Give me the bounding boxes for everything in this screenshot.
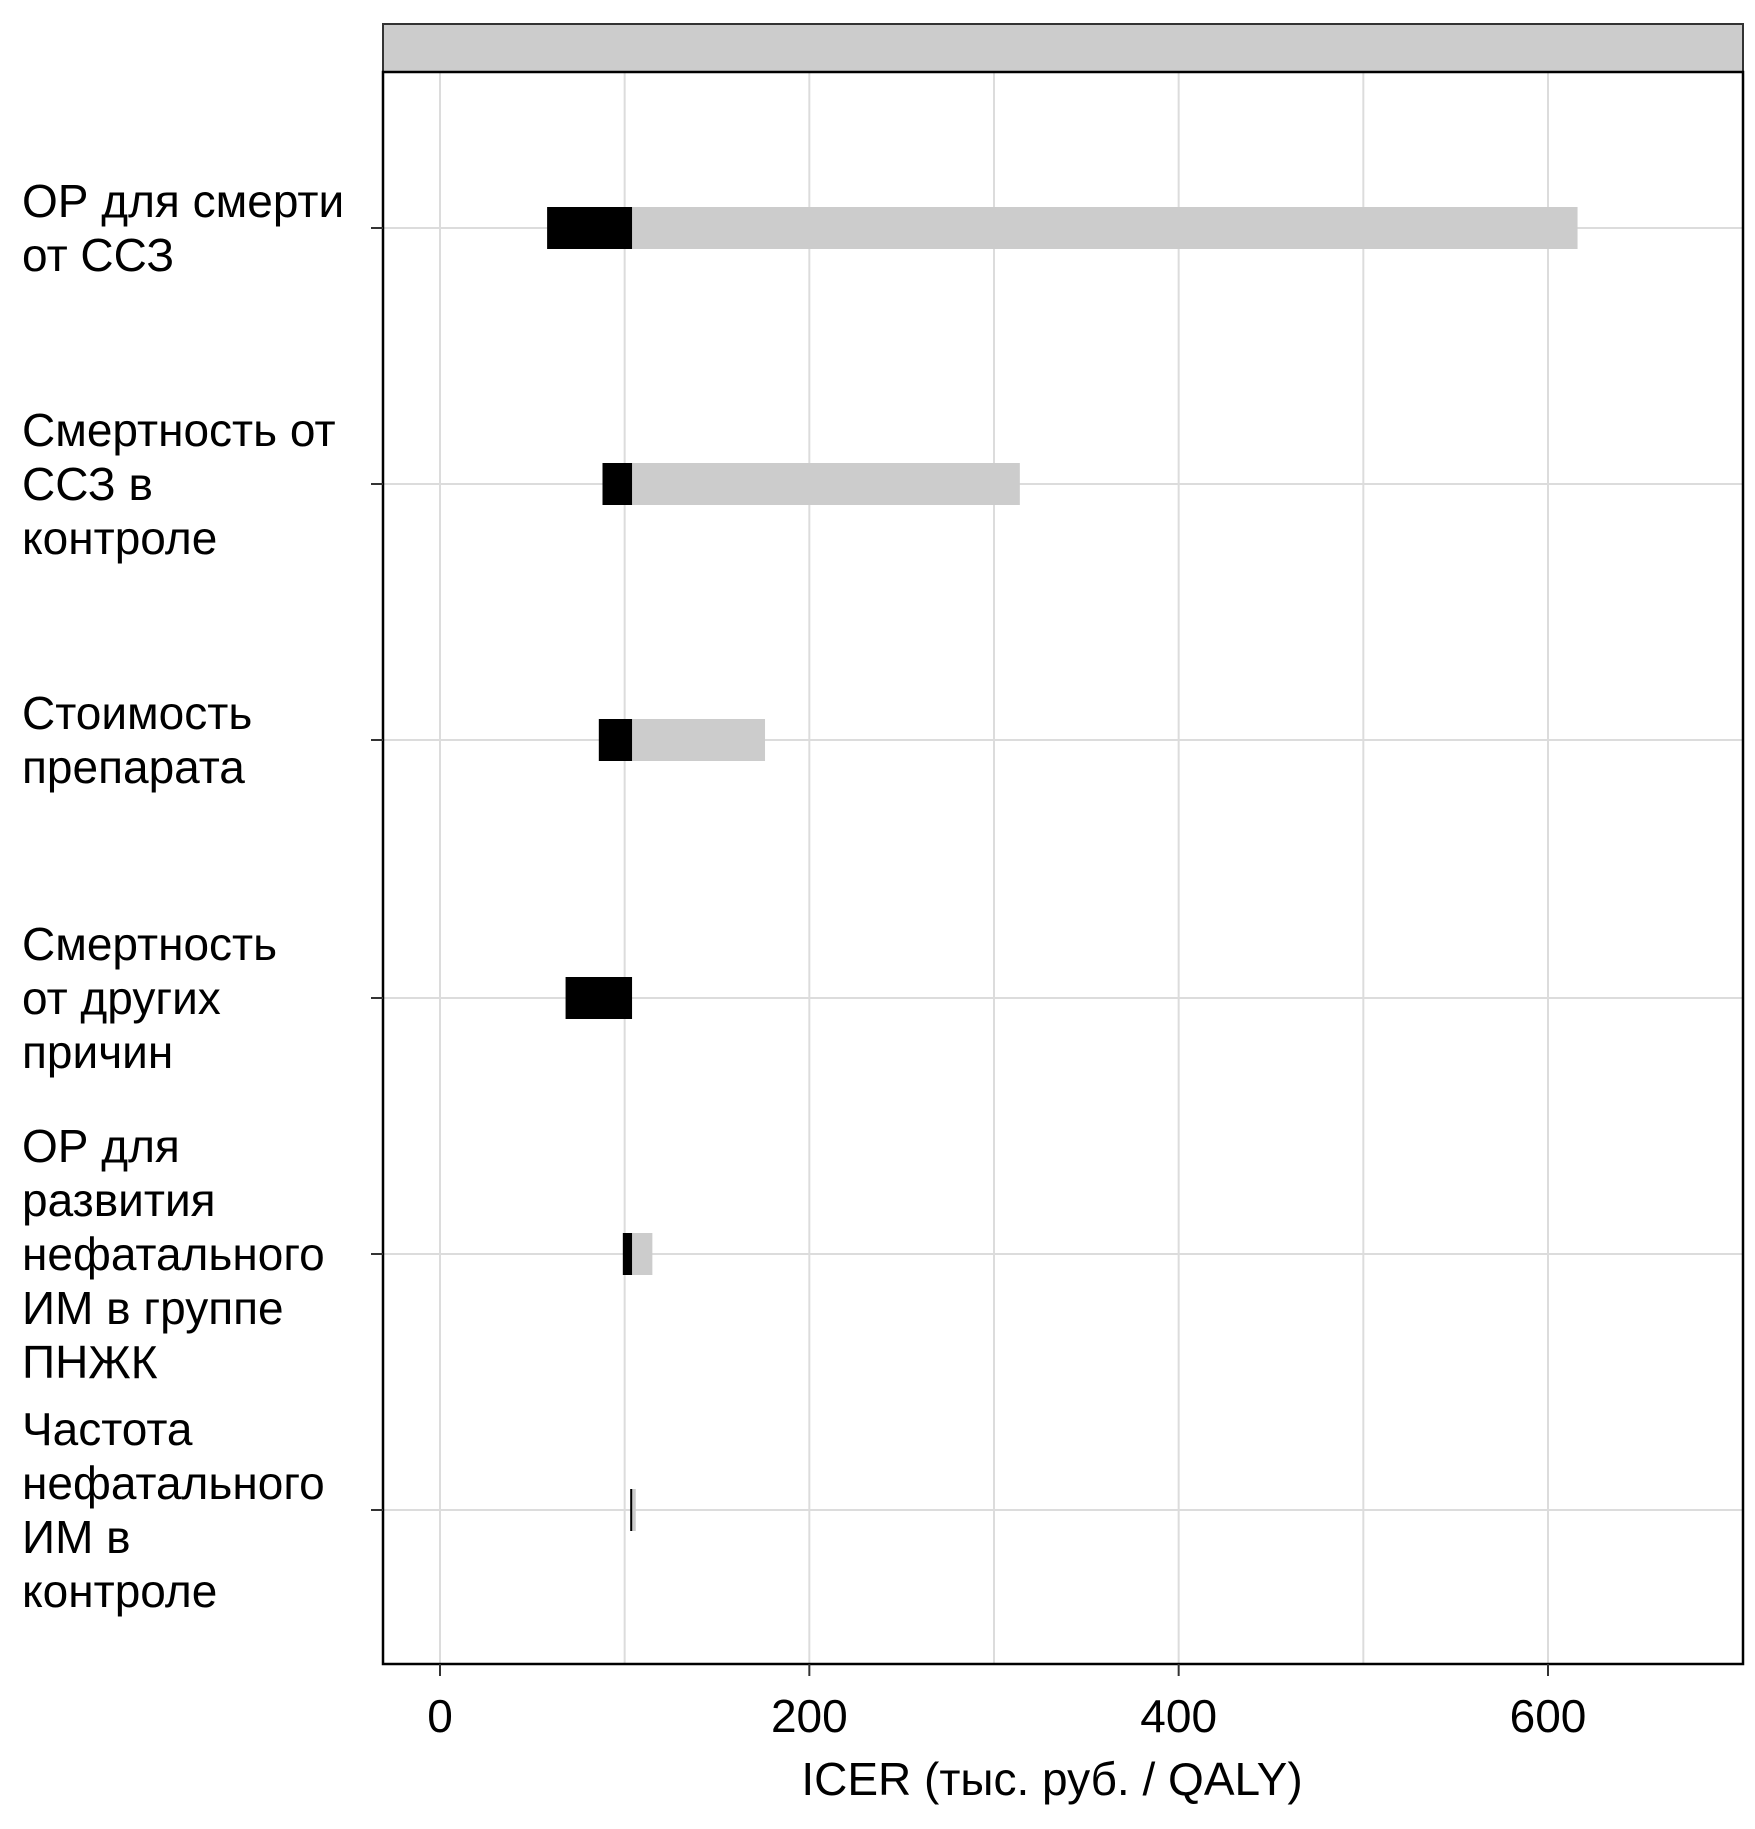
bar-low (565, 977, 633, 1019)
x-tick-marks (439, 1664, 1549, 1676)
bar-low (622, 1233, 633, 1275)
category-label-line: контроле (22, 512, 217, 564)
category-label: ОР для смерти от ССЗ (22, 175, 344, 281)
strip-header (382, 23, 1744, 73)
category-label-line: Смертность (22, 918, 277, 970)
category-label-line: Смертность от (22, 404, 336, 456)
bar-low (602, 463, 633, 505)
category-label-line: ССЗ в (22, 458, 153, 510)
category-label-line: ОР для (22, 1120, 180, 1172)
category-label-line: препарата (22, 741, 245, 793)
x-tick-label: 400 (1140, 1690, 1217, 1742)
category-label-line: Частота (22, 1403, 193, 1455)
x-tick-labels: 0 200 400 600 (427, 1690, 1586, 1742)
category-label-line: нефатального (22, 1457, 325, 1509)
category-label-line: ОР для смерти (22, 175, 344, 227)
x-tick-label: 0 (427, 1690, 453, 1742)
bar-low (630, 1489, 633, 1531)
bar-low (598, 719, 633, 761)
category-label: Стоимость препарата (22, 687, 252, 793)
category-label-line: ИМ в группе (22, 1282, 284, 1334)
category-label-line: ИМ в (22, 1511, 131, 1563)
category-label-line: Стоимость (22, 687, 252, 739)
x-tick-label: 200 (771, 1690, 848, 1742)
category-label-line: развития (22, 1174, 216, 1226)
y-tick-marks (371, 227, 383, 1511)
category-label-line: контроле (22, 1565, 217, 1617)
bar-high (632, 1233, 653, 1275)
bars-group (547, 207, 1578, 1531)
category-label-line: нефатального (22, 1228, 325, 1280)
category-label-line: причин (22, 1026, 173, 1078)
plot-frame (381, 70, 1745, 1666)
category-label-line: от ССЗ (22, 229, 174, 281)
category-label: Частота нефатального ИМ в контроле (22, 1403, 325, 1617)
category-label-line: от других (22, 972, 221, 1024)
bar-high (632, 719, 766, 761)
bar-high (632, 463, 1020, 505)
x-axis-title: ICER (тыс. руб. / QALY) (801, 1753, 1302, 1805)
category-label: ОР для развития нефатального ИМ в группе ПНЖ… (22, 1120, 325, 1388)
bar-high (632, 1489, 636, 1531)
grid-lines (383, 72, 1743, 1664)
x-tick-label: 600 (1510, 1690, 1587, 1742)
bar-high (632, 207, 1578, 249)
category-label: Смертность от других причин (22, 918, 277, 1078)
category-label-line: ПНЖК (22, 1336, 158, 1388)
bar-low (547, 207, 633, 249)
category-label: Смертность от ССЗ в контроле (22, 404, 336, 564)
